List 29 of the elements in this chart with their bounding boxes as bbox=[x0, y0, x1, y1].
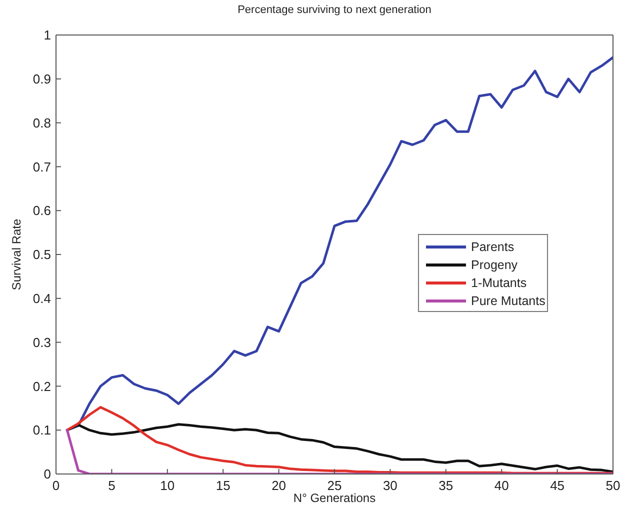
y-tick-label: 0.2 bbox=[32, 378, 51, 394]
y-tick-label: 0 bbox=[44, 466, 51, 482]
x-tick-label: 25 bbox=[327, 478, 342, 494]
x-tick-label: 10 bbox=[160, 478, 175, 494]
y-tick-label: 0.9 bbox=[32, 72, 51, 87]
line-series bbox=[66, 56, 613, 432]
x-tick-label: 40 bbox=[494, 478, 509, 494]
legend-label: Progeny bbox=[471, 258, 518, 272]
x-tick-label: 50 bbox=[606, 478, 620, 494]
y-tick-label: 1 bbox=[44, 28, 51, 43]
legend-label: Parents bbox=[471, 240, 514, 254]
y-axis-title: Survival Rate bbox=[9, 218, 24, 290]
x-tick-label: 20 bbox=[272, 478, 286, 494]
y-tick-label: 0.4 bbox=[32, 291, 51, 306]
x-axis-title: N° Generations bbox=[293, 491, 376, 505]
x-tick-label: 45 bbox=[550, 478, 565, 494]
x-tick-label: 15 bbox=[216, 478, 230, 494]
y-tick-label: 0.1 bbox=[32, 422, 51, 438]
chart-title: Percentage surviving to next generation bbox=[238, 4, 432, 16]
x-tick-label: 30 bbox=[382, 478, 398, 494]
y-tick-label: 0.3 bbox=[32, 334, 51, 350]
y-tick-label: 0.7 bbox=[32, 159, 51, 174]
y-tick-label: 0.6 bbox=[32, 203, 51, 218]
legend-label: Pure Mutants bbox=[471, 294, 546, 308]
legend-label: 1-Mutants bbox=[471, 276, 527, 290]
y-tick-label: 0.5 bbox=[32, 247, 51, 262]
x-tick-label: 35 bbox=[438, 478, 454, 494]
y-tick-label: 0.8 bbox=[32, 115, 51, 130]
x-tick-label: 5 bbox=[108, 478, 116, 494]
